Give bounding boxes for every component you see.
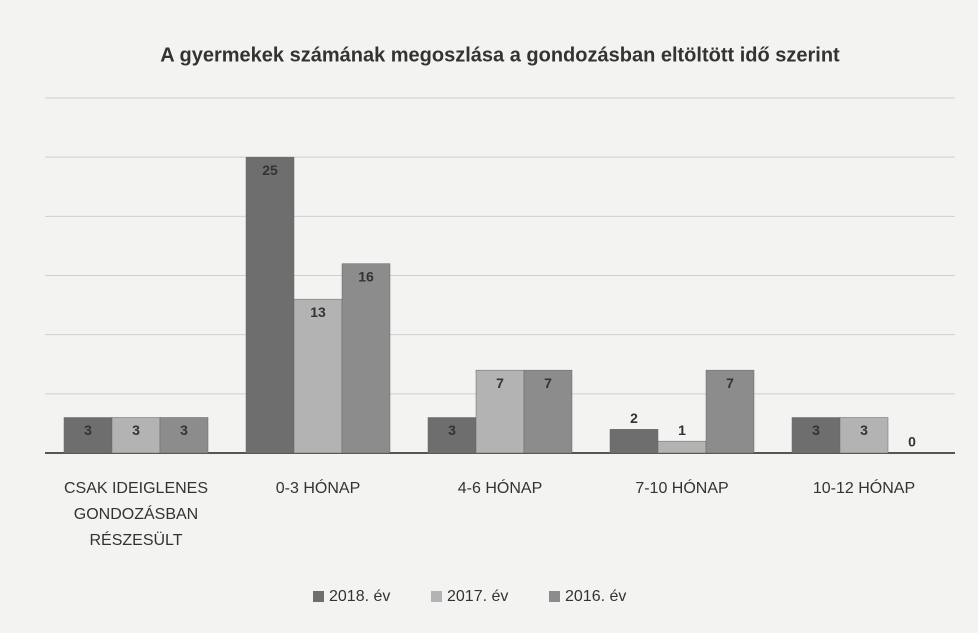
bar: [475, 369, 525, 454]
x-tick-label: 10-12 HÓNAP: [813, 478, 915, 497]
data-label: 3: [84, 422, 92, 438]
data-label: 16: [358, 268, 374, 284]
chart-title: A gyermekek számának megoszlása a gondoz…: [160, 44, 840, 66]
bar: [657, 440, 707, 454]
data-label: 3: [860, 422, 868, 438]
data-label: 3: [180, 422, 188, 438]
x-tick-label: 4-6 HÓNAP: [458, 478, 542, 497]
x-tick-label: 7-10 HÓNAP: [635, 478, 728, 497]
legend-label: 2018. év: [329, 588, 390, 605]
bar: [245, 156, 295, 454]
legend-label: 2017. év: [447, 588, 508, 605]
data-label: 7: [544, 375, 552, 391]
bar: [341, 263, 391, 454]
x-tick-label: CSAK IDEIGLENES GONDOZÁSBAN RÉSZESÜLT: [64, 480, 208, 549]
data-label: 7: [726, 375, 734, 391]
bar: [427, 417, 477, 454]
bar: [609, 429, 659, 454]
legend-swatch: [431, 591, 442, 602]
data-label: 1: [678, 422, 686, 438]
bar: [159, 417, 209, 454]
bar: [791, 417, 841, 454]
data-label: 7: [496, 375, 504, 391]
data-label: 13: [310, 304, 326, 320]
legend-swatch: [549, 591, 560, 602]
legend-label: 2016. év: [565, 588, 626, 605]
bar: [63, 417, 113, 454]
data-label: 3: [132, 422, 140, 438]
bar: [293, 298, 343, 454]
bar: [839, 417, 889, 454]
bar: [523, 369, 573, 454]
data-label: 3: [812, 422, 820, 438]
data-label: 3: [448, 422, 456, 438]
data-label: 25: [262, 162, 278, 178]
x-tick-label: 0-3 HÓNAP: [276, 478, 360, 497]
bar: [705, 369, 755, 454]
data-label: 2: [630, 410, 638, 426]
legend-swatch: [313, 591, 324, 602]
data-label: 0: [908, 434, 916, 450]
